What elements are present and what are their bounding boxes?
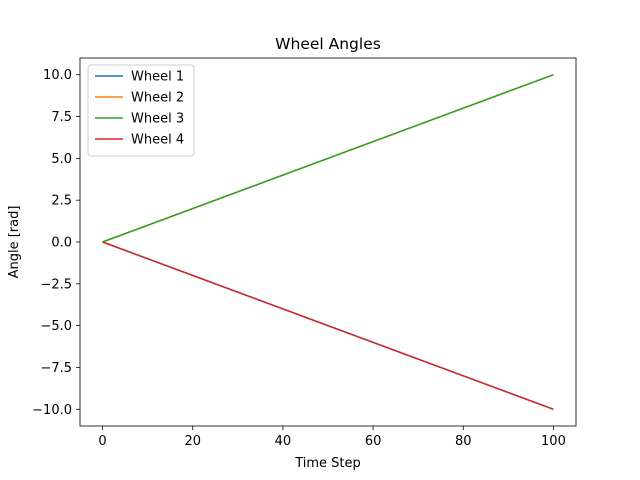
x-tick-label: 40 (275, 434, 292, 449)
y-tick-label: 2.5 (51, 194, 72, 209)
y-tick-label: 7.5 (51, 110, 72, 125)
y-tick-label: −5.0 (40, 319, 72, 334)
x-tick-label: 0 (98, 434, 106, 449)
y-tick-label: −7.5 (40, 361, 72, 376)
legend-label-3: Wheel 3 (131, 112, 184, 127)
y-axis-title: Angle [rad] (7, 206, 22, 279)
x-tick-label: 20 (184, 434, 201, 449)
legend-label-1: Wheel 1 (131, 70, 184, 85)
legend-label-4: Wheel 4 (131, 133, 184, 148)
x-tick-label: 100 (541, 434, 566, 449)
legend: Wheel 1 Wheel 2 Wheel 3 Wheel 4 (87, 64, 195, 157)
x-tick-label: 60 (365, 434, 382, 449)
y-tick-label: 5.0 (51, 152, 72, 167)
y-tick-label: −10.0 (32, 403, 72, 418)
y-tick-label: −2.5 (40, 277, 72, 292)
x-axis-title: Time Step (294, 456, 361, 471)
plot-area: 0 20 40 60 80 100 −10.0 −7.5 −5.0 −2.5 0.0 2.5 5.0 7.… (32, 57, 577, 449)
legend-box (87, 64, 195, 157)
series-line-3 (102, 74, 554, 243)
y-tick-label: 0.0 (51, 236, 72, 251)
series-line-4 (102, 241, 554, 410)
legend-label-2: Wheel 2 (131, 91, 184, 106)
y-tick-label: 10.0 (43, 68, 72, 83)
chart-title: Wheel Angles (275, 35, 381, 53)
x-tick-label: 80 (455, 434, 472, 449)
